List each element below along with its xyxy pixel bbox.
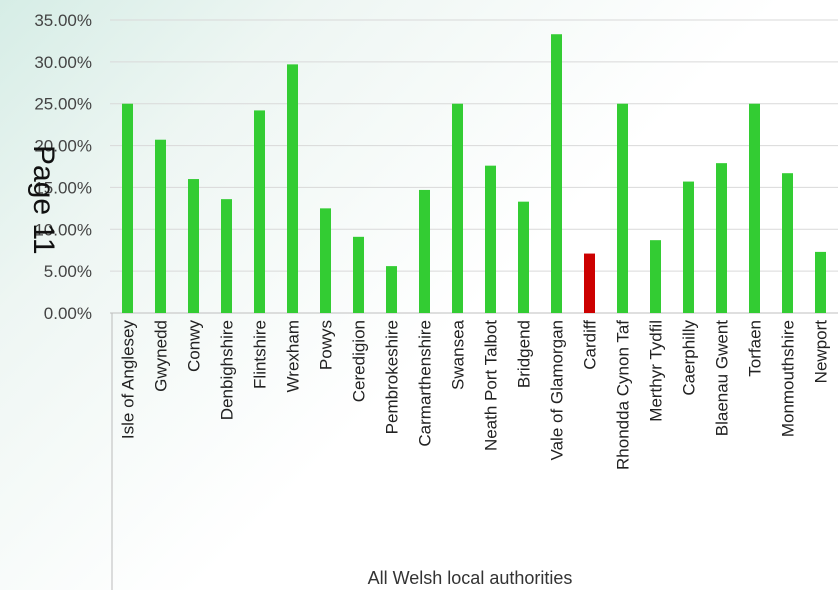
x-tick-label: Cardiff	[581, 320, 600, 370]
x-tick-label: Rhondda Cynon Taf	[614, 320, 633, 470]
bar-denbighshire	[221, 199, 232, 313]
x-tick-label: Flintshire	[251, 320, 270, 389]
page-stamp: Page 11	[27, 145, 60, 255]
bar-blaenau-gwent	[716, 163, 727, 313]
y-tick-label: 20.00%	[34, 137, 92, 156]
bar-torfaen	[749, 103, 760, 313]
x-axis-labels: Isle of Anglesey Gwynedd Conwy Denbighshire…	[119, 319, 831, 470]
bar-vale-of-glamorgan	[551, 34, 562, 313]
bar-conwy	[188, 179, 199, 313]
x-tick-label: Wrexham	[284, 320, 303, 392]
y-axis-ticks: 0.00% 5.00% 10.00% 15.00% 20.00% 25.00% 30.00%…	[34, 11, 92, 323]
x-tick-label: Gwynedd	[152, 320, 171, 392]
bars	[122, 34, 826, 314]
bar-monmouthshire	[782, 173, 793, 313]
bar-bridgend	[518, 201, 529, 313]
y-tick-label: 0.00%	[44, 304, 92, 323]
x-tick-label: Vale of Glamorgan	[548, 320, 567, 460]
x-tick-label: Ceredigion	[350, 320, 369, 402]
bar-caerphilly	[683, 181, 694, 313]
y-tick-label: 10.00%	[34, 220, 92, 239]
bar-swansea	[452, 103, 463, 313]
x-tick-label: Powys	[317, 320, 336, 370]
x-tick-label: Newport	[812, 320, 831, 384]
bar-wrexham	[287, 64, 298, 314]
x-tick-label: Monmouthshire	[779, 320, 798, 437]
bar-gwynedd	[155, 139, 166, 313]
x-axis-group-label: All Welsh local authorities	[368, 568, 573, 588]
bar-merthyr-tydfil	[650, 240, 661, 313]
y-tick-label: 5.00%	[44, 262, 92, 281]
x-tick-label: Blaenau Gwent	[713, 320, 732, 437]
x-tick-label: Isle of Anglesey	[119, 320, 138, 440]
x-tick-label: Swansea	[449, 319, 468, 389]
y-tick-label: 35.00%	[34, 11, 92, 30]
y-tick-label: 25.00%	[34, 95, 92, 114]
y-tick-label: 15.00%	[34, 178, 92, 197]
bar-ceredigion	[353, 236, 364, 313]
bar-rhondda-cynon-taf	[617, 103, 628, 313]
x-tick-label: Denbighshire	[218, 320, 237, 420]
bar-neath-port-talbot	[485, 165, 496, 313]
x-tick-label: Neath Port Talbot	[482, 320, 501, 451]
x-tick-label: Carmarthenshire	[416, 320, 435, 447]
bar-pembrokeshire	[386, 266, 397, 313]
gridlines	[110, 19, 838, 314]
y-tick-label: 30.00%	[34, 53, 92, 72]
x-tick-label: Conwy	[185, 320, 204, 372]
x-tick-label: Bridgend	[515, 320, 534, 388]
bar-cardiff	[584, 253, 595, 313]
x-tick-label: Caerphilly	[680, 320, 699, 396]
x-tick-label: Pembrokeshire	[383, 320, 402, 434]
x-tick-label: Merthyr Tydfil	[647, 320, 666, 422]
x-tick-label: Torfaen	[746, 320, 765, 377]
bar-isle-of-anglesey	[122, 103, 133, 313]
bar-powys	[320, 208, 331, 313]
bar-carmarthenshire	[419, 189, 430, 313]
bar-newport	[815, 251, 826, 313]
bar-flintshire	[254, 110, 265, 313]
